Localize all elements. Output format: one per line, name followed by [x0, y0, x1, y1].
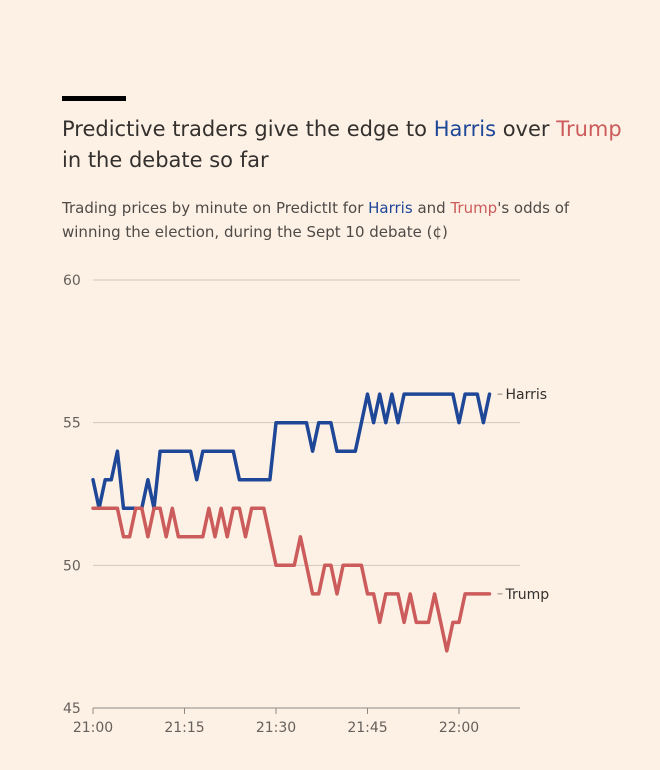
- title-harris: Harris: [433, 117, 497, 141]
- series-lines: [91, 392, 492, 653]
- chart-subtitle: Trading prices by minute on PredictIt fo…: [62, 196, 632, 244]
- x-tick-label-22:00: 22:00: [439, 720, 479, 736]
- subtitle-part3: 's odds of winning the election, during …: [62, 199, 570, 241]
- title-part1: Predictive traders give the edge to: [62, 117, 434, 141]
- y-tick-label-55: 55: [63, 416, 81, 432]
- y-tick-label-60: 60: [63, 273, 81, 289]
- title-part3: in the debate so far: [62, 148, 269, 172]
- y-tick-label-50: 50: [63, 558, 81, 574]
- chart-title: Predictive traders give the edge to Harr…: [62, 114, 632, 176]
- end-label-harris: Harris: [506, 387, 548, 403]
- x-tick-label-21:15: 21:15: [164, 720, 204, 736]
- header-rule: [62, 96, 126, 101]
- series-line-harris: [91, 392, 492, 511]
- series-end-labels: Harris Trump: [497, 387, 550, 603]
- x-axis: 21:00 21:15 21:30 21:45 22:00: [73, 707, 520, 736]
- title-part2: over: [496, 117, 557, 141]
- end-label-trump: Trump: [505, 587, 550, 603]
- subtitle-part2: and: [412, 199, 451, 217]
- subtitle-trump: Trump: [450, 199, 498, 217]
- x-tick-label-21:00: 21:00: [73, 720, 113, 736]
- subtitle-part1: Trading prices by minute on PredictIt fo…: [62, 199, 369, 217]
- x-tick-label-21:45: 21:45: [347, 720, 387, 736]
- series-line-trump: [91, 506, 492, 653]
- y-axis-ticks: 45 50 55 60: [63, 273, 81, 717]
- title-trump: Trump: [556, 117, 622, 141]
- x-tick-label-21:30: 21:30: [256, 720, 296, 736]
- subtitle-harris: Harris: [368, 199, 413, 217]
- y-tick-label-45: 45: [63, 701, 81, 717]
